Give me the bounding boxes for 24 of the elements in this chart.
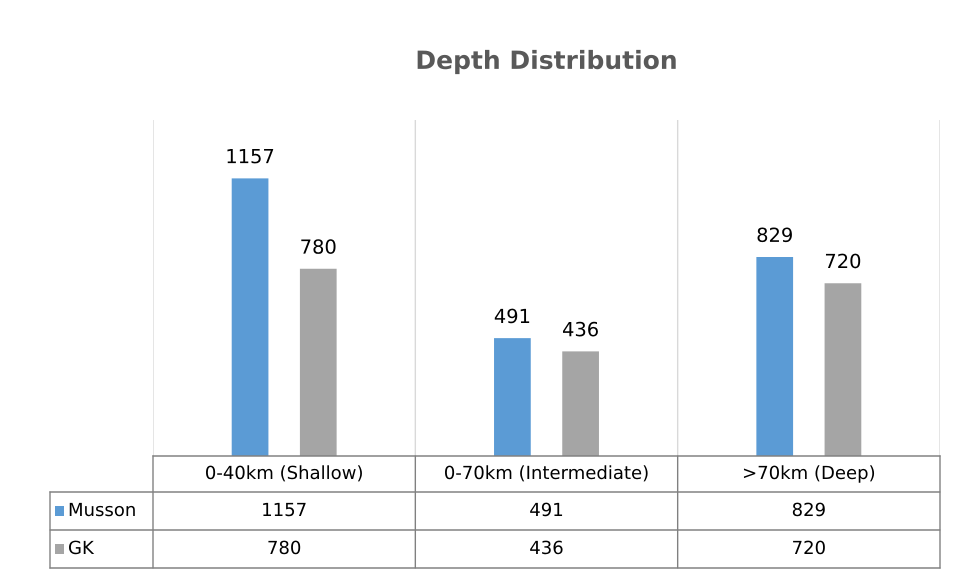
- text: 829: [792, 502, 825, 516]
- text: 1157: [263, 502, 306, 516]
- bar: [300, 268, 337, 456]
- bar: [562, 351, 599, 456]
- text: 491: [530, 502, 562, 516]
- data-label: 829: [757, 227, 792, 242]
- chart-title: Depth Distribution: [418, 50, 676, 74]
- bar: [494, 338, 531, 456]
- data-label: 491: [494, 308, 530, 324]
- bar: [756, 257, 794, 456]
- data-label: 780: [301, 239, 336, 254]
- text: 780: [268, 540, 300, 554]
- legend-label: Musson: [70, 502, 135, 516]
- data-label: 436: [562, 322, 598, 336]
- x-tick-label: 0-70km (Intermediate): [445, 465, 648, 482]
- text: 720: [793, 540, 825, 554]
- data-label: 720: [826, 254, 860, 268]
- legend-label: GK: [69, 540, 94, 554]
- x-tick-label: 0-40km (Shallow): [206, 465, 362, 482]
- bar: [232, 178, 268, 456]
- x-tick-label: >70km (Deep): [744, 465, 874, 483]
- data-label: 1157: [227, 148, 274, 164]
- bar: [824, 283, 862, 456]
- text: 436: [530, 540, 563, 554]
